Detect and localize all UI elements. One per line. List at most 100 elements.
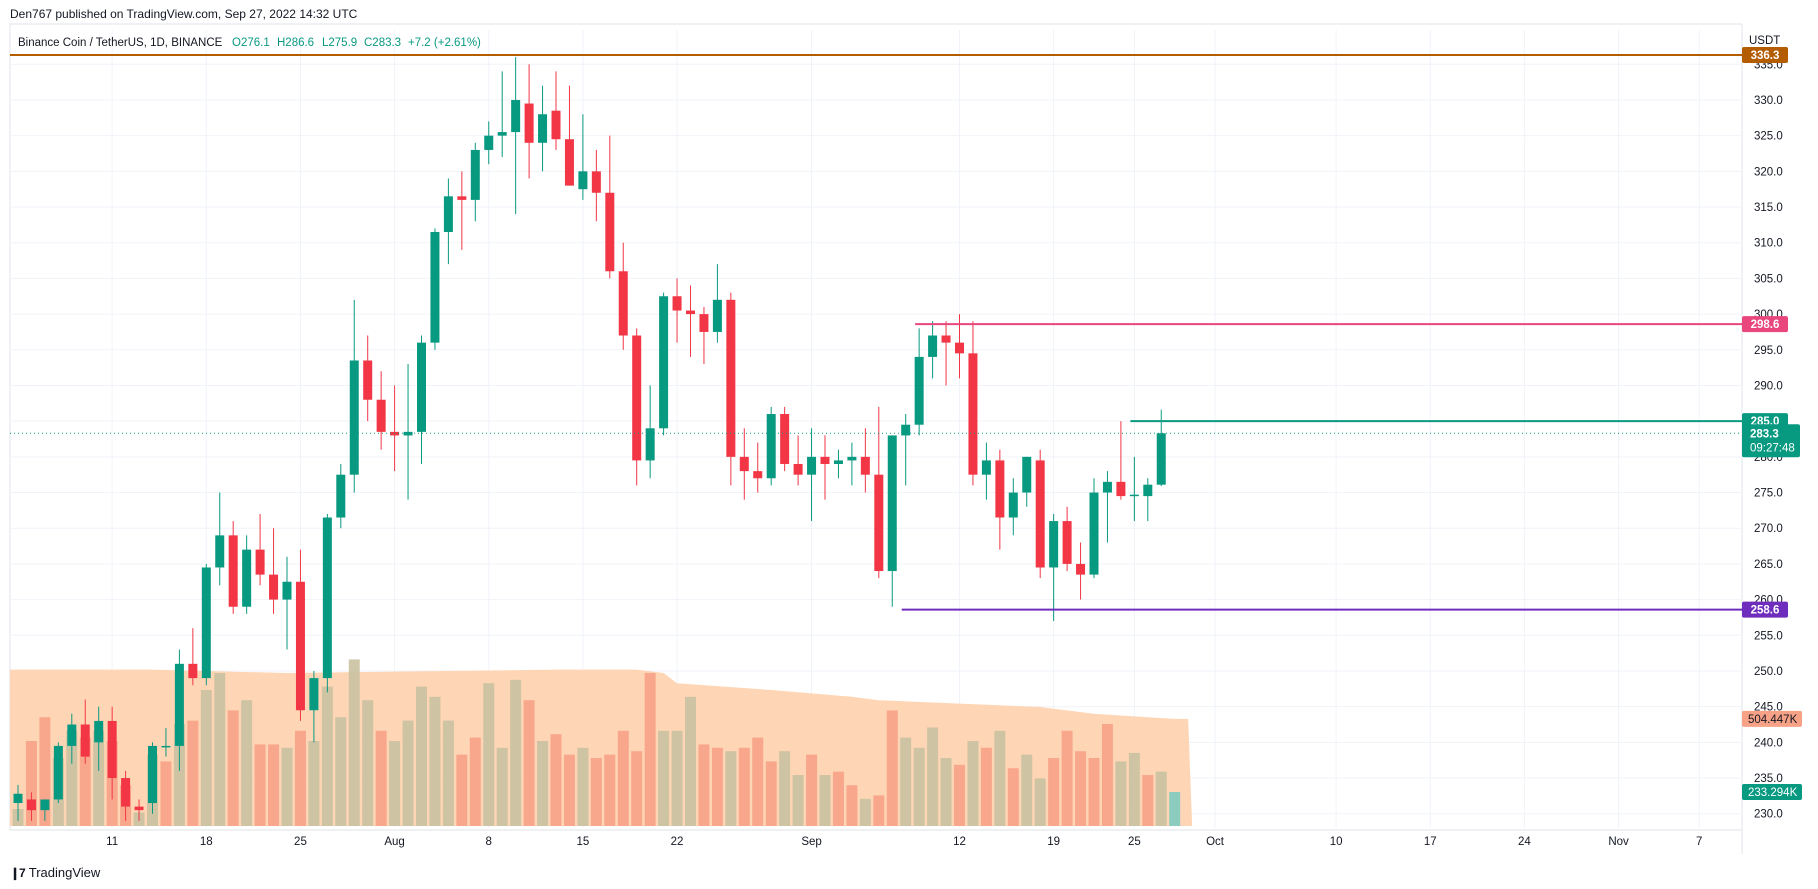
candle-body[interactable] xyxy=(901,424,911,436)
candle-body[interactable] xyxy=(807,456,817,475)
candle-body[interactable] xyxy=(161,745,171,748)
candle-body[interactable] xyxy=(282,581,292,600)
candle-body[interactable] xyxy=(914,356,924,425)
candle-body[interactable] xyxy=(955,342,964,354)
volume-bar xyxy=(698,744,710,826)
candle-body[interactable] xyxy=(739,456,749,472)
candle-body[interactable] xyxy=(322,517,332,679)
candle-body[interactable] xyxy=(524,103,534,143)
candle-body[interactable] xyxy=(269,574,279,600)
volume-bar xyxy=(1128,752,1140,826)
time-tick-label: Nov xyxy=(1608,836,1629,848)
candle-body[interactable] xyxy=(780,414,790,464)
candle-body[interactable] xyxy=(309,678,319,711)
candle-body[interactable] xyxy=(53,745,63,800)
candle-body[interactable] xyxy=(430,232,440,343)
candle-body[interactable] xyxy=(1129,494,1139,497)
candle-body[interactable] xyxy=(1022,456,1032,493)
candle-body[interactable] xyxy=(497,132,507,136)
candle-body[interactable] xyxy=(148,745,157,804)
time-axis[interactable]: 11 18 25 Aug 8 15 22 Sep 12 19 25 Oct 10 17 24 Nov 7 xyxy=(106,836,1702,848)
candle-body[interactable] xyxy=(174,663,184,746)
candle-body[interactable] xyxy=(376,399,386,432)
candle-body[interactable] xyxy=(699,314,709,332)
candle-body[interactable] xyxy=(578,171,588,190)
candle-body[interactable] xyxy=(457,196,467,200)
candle-body[interactable] xyxy=(941,335,951,343)
candle-body[interactable] xyxy=(726,299,736,457)
candle-body[interactable] xyxy=(26,799,36,811)
candle-body[interactable] xyxy=(215,535,225,568)
price-tick-label: 265.0 xyxy=(1754,559,1783,571)
candle-body[interactable] xyxy=(793,463,803,475)
candle-body[interactable] xyxy=(564,139,574,186)
candle-body[interactable] xyxy=(13,793,23,804)
candle-body[interactable] xyxy=(820,456,830,464)
candle-body[interactable] xyxy=(1035,460,1045,568)
candle-body[interactable] xyxy=(847,456,857,461)
candle-body[interactable] xyxy=(551,110,561,140)
candle-body[interactable] xyxy=(1062,521,1072,564)
candle-body[interactable] xyxy=(188,663,198,679)
candle-body[interactable] xyxy=(443,196,453,233)
countdown-label: 09:27:48 xyxy=(1750,442,1795,454)
candle-body[interactable] xyxy=(874,474,884,572)
volume-bar xyxy=(779,751,791,826)
candle-body[interactable] xyxy=(1076,563,1086,575)
candle-body[interactable] xyxy=(928,335,938,357)
price-tick-label: 310.0 xyxy=(1754,238,1783,250)
candle-body[interactable] xyxy=(121,778,131,807)
candle-body[interactable] xyxy=(511,99,521,133)
candle-body[interactable] xyxy=(645,428,655,461)
level-price-badge xyxy=(1742,316,1788,333)
candle-body[interactable] xyxy=(94,720,104,743)
candle-body[interactable] xyxy=(538,114,548,143)
candle-body[interactable] xyxy=(67,724,77,746)
candle-body[interactable] xyxy=(1116,481,1126,497)
candle-body[interactable] xyxy=(605,192,615,272)
candles[interactable] xyxy=(13,57,1166,821)
candle-body[interactable] xyxy=(40,799,50,811)
candle-body[interactable] xyxy=(242,549,252,607)
candle-body[interactable] xyxy=(228,535,238,607)
candle-body[interactable] xyxy=(80,724,90,757)
candle-body[interactable] xyxy=(968,353,978,475)
candle-body[interactable] xyxy=(981,460,991,475)
candle-body[interactable] xyxy=(860,456,870,475)
candle-body[interactable] xyxy=(403,431,413,436)
candle-body[interactable] xyxy=(134,806,144,811)
candle-body[interactable] xyxy=(349,360,359,475)
candle-body[interactable] xyxy=(753,471,763,479)
candle-body[interactable] xyxy=(417,342,426,432)
candle-body[interactable] xyxy=(1102,481,1112,493)
candle-body[interactable] xyxy=(672,296,682,311)
candle-body[interactable] xyxy=(336,474,346,518)
candle-body[interactable] xyxy=(107,720,117,779)
price-axis[interactable]: 230.0235.0240.0245.0250.0255.0260.0265.0… xyxy=(1742,35,1802,821)
candle-body[interactable] xyxy=(295,581,305,711)
candle-body[interactable] xyxy=(591,171,601,193)
volume-bar xyxy=(25,741,37,826)
candle-body[interactable] xyxy=(712,299,722,332)
candle-body[interactable] xyxy=(1049,521,1059,568)
candle-body[interactable] xyxy=(833,460,843,464)
candle-body[interactable] xyxy=(1143,484,1153,497)
candle-body[interactable] xyxy=(470,149,480,200)
candle-body[interactable] xyxy=(1156,433,1166,485)
candle-body[interactable] xyxy=(1008,492,1018,518)
candle-body[interactable] xyxy=(686,310,695,315)
candle-body[interactable] xyxy=(995,460,1005,518)
candle-body[interactable] xyxy=(363,360,373,400)
candle-body[interactable] xyxy=(1089,492,1099,575)
candle-body[interactable] xyxy=(618,271,628,336)
candle-body[interactable] xyxy=(201,567,211,679)
candle-body[interactable] xyxy=(887,435,897,572)
candle-body[interactable] xyxy=(255,549,265,575)
candle-body[interactable] xyxy=(659,296,669,429)
candle-body[interactable] xyxy=(484,135,494,150)
candle-body[interactable] xyxy=(632,335,642,461)
candle-body[interactable] xyxy=(766,414,776,479)
tradingview-logo[interactable]: ❙7 TradingView xyxy=(10,865,100,880)
horizontal-levels[interactable] xyxy=(10,53,1742,611)
